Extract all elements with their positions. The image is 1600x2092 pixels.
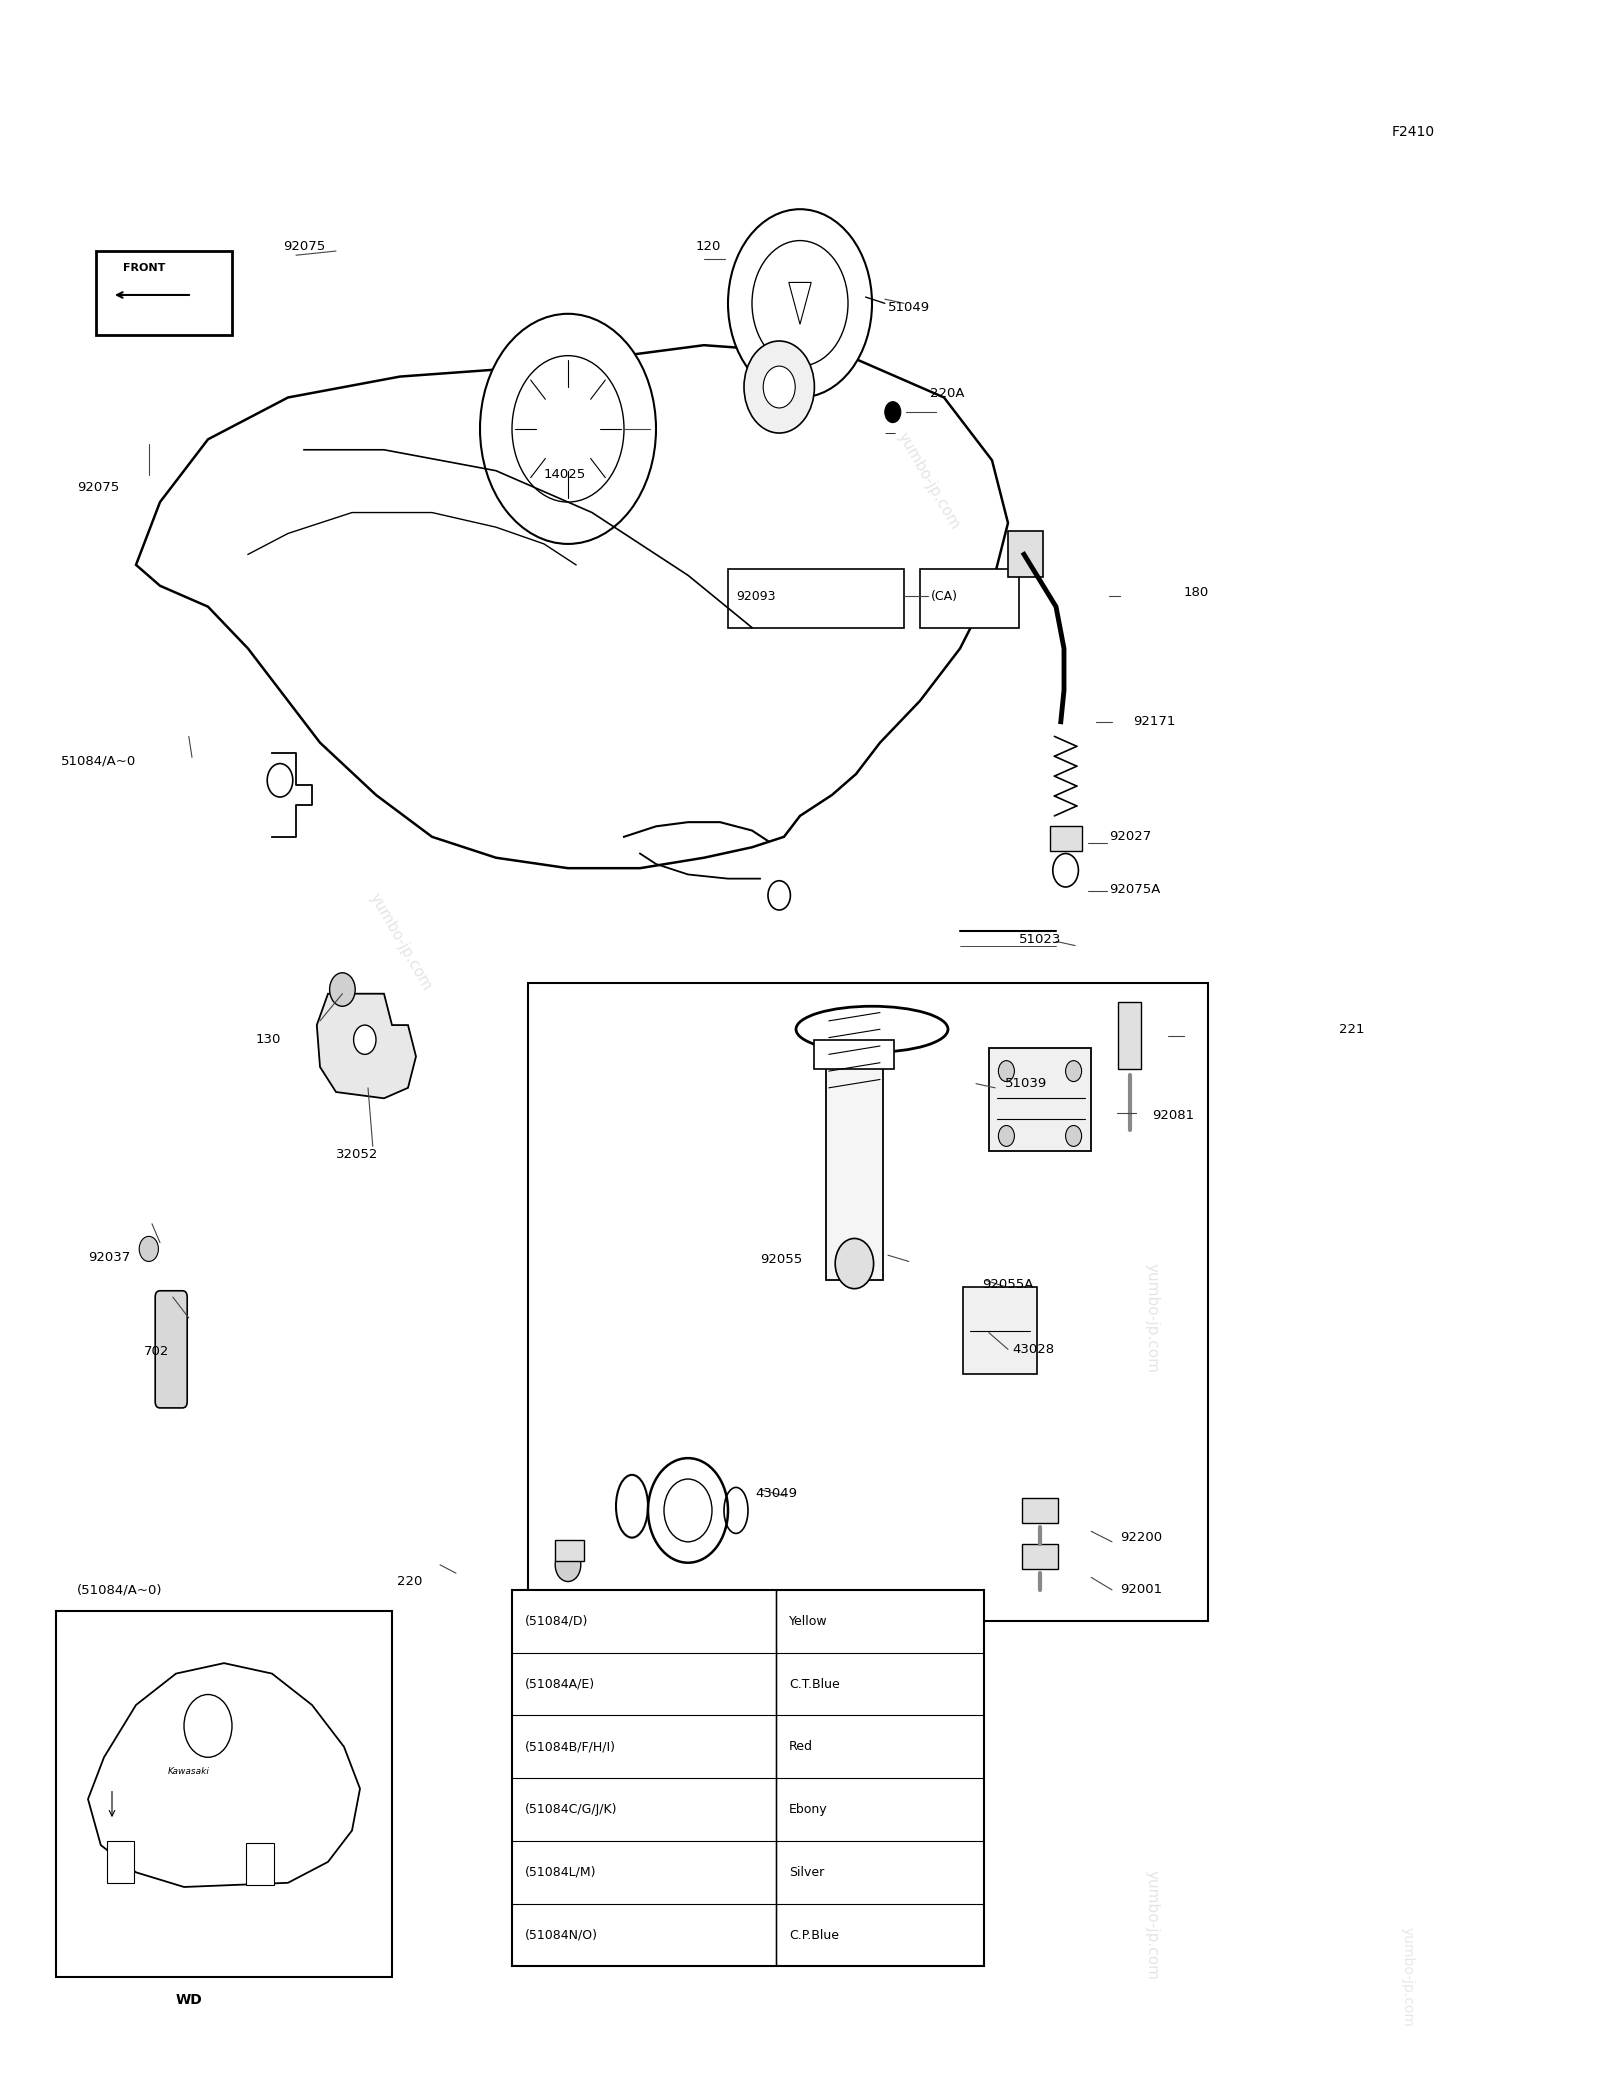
Text: 92200: 92200 <box>1120 1531 1162 1544</box>
Text: (51084B/F/H/I): (51084B/F/H/I) <box>525 1741 616 1753</box>
Text: (51084A/E): (51084A/E) <box>525 1678 595 1690</box>
FancyBboxPatch shape <box>728 569 904 628</box>
Text: 51039: 51039 <box>1005 1077 1046 1090</box>
Text: F2410: F2410 <box>1392 126 1435 138</box>
Polygon shape <box>136 345 1008 868</box>
Circle shape <box>1066 1061 1082 1082</box>
FancyBboxPatch shape <box>963 1287 1037 1374</box>
Text: (CA): (CA) <box>931 590 958 602</box>
Text: (51084C/G/J/K): (51084C/G/J/K) <box>525 1803 618 1816</box>
Text: 220: 220 <box>397 1575 422 1588</box>
Circle shape <box>1066 1125 1082 1146</box>
Text: 51084/A~0: 51084/A~0 <box>61 755 136 768</box>
FancyBboxPatch shape <box>155 1291 187 1408</box>
Text: C.T.Blue: C.T.Blue <box>789 1678 840 1690</box>
Circle shape <box>480 314 656 544</box>
FancyBboxPatch shape <box>1022 1498 1058 1523</box>
Text: Kawasaki: Kawasaki <box>168 1768 210 1776</box>
Text: 130: 130 <box>256 1033 282 1046</box>
Circle shape <box>555 1548 581 1582</box>
Text: yumbo-jp.com: yumbo-jp.com <box>1144 1870 1160 1979</box>
FancyBboxPatch shape <box>1118 1002 1141 1069</box>
Text: 221: 221 <box>1339 1023 1365 1036</box>
Text: 92171: 92171 <box>1133 715 1174 728</box>
Text: (51084L/M): (51084L/M) <box>525 1866 597 1879</box>
FancyBboxPatch shape <box>1008 531 1043 577</box>
Text: FRONT: FRONT <box>123 264 165 272</box>
Text: 92075: 92075 <box>283 241 325 253</box>
FancyBboxPatch shape <box>1022 1544 1058 1569</box>
FancyBboxPatch shape <box>528 983 1208 1621</box>
Circle shape <box>139 1236 158 1261</box>
FancyBboxPatch shape <box>989 1048 1091 1151</box>
Text: 92055: 92055 <box>760 1253 802 1266</box>
FancyBboxPatch shape <box>814 1040 894 1069</box>
Text: WD: WD <box>176 1994 202 2006</box>
Text: 180: 180 <box>1184 586 1210 598</box>
Text: yumbo-jp.com: yumbo-jp.com <box>366 889 434 994</box>
Text: 702: 702 <box>144 1345 170 1358</box>
Text: 92093: 92093 <box>736 590 776 602</box>
Circle shape <box>998 1125 1014 1146</box>
Circle shape <box>885 402 901 423</box>
Text: 51023: 51023 <box>1019 933 1061 946</box>
Text: 92027: 92027 <box>1109 831 1150 843</box>
Text: 43028: 43028 <box>1013 1343 1054 1356</box>
Circle shape <box>835 1238 874 1289</box>
Text: 92055A: 92055A <box>982 1278 1034 1291</box>
FancyBboxPatch shape <box>96 251 232 335</box>
Text: (51084/A~0): (51084/A~0) <box>77 1584 162 1596</box>
Text: C.P.Blue: C.P.Blue <box>789 1929 838 1941</box>
Text: 43049: 43049 <box>755 1487 797 1500</box>
FancyBboxPatch shape <box>1050 826 1082 851</box>
Polygon shape <box>88 1663 360 1887</box>
Text: yumbo-jp.com: yumbo-jp.com <box>1144 1264 1160 1372</box>
Text: Silver: Silver <box>789 1866 824 1879</box>
FancyBboxPatch shape <box>246 1843 274 1885</box>
Text: Red: Red <box>789 1741 813 1753</box>
FancyBboxPatch shape <box>555 1540 584 1561</box>
Text: Ebony: Ebony <box>789 1803 827 1816</box>
Text: yumbo-jp.com: yumbo-jp.com <box>894 429 962 533</box>
Text: (51084N/O): (51084N/O) <box>525 1929 598 1941</box>
Text: 51049: 51049 <box>888 301 930 314</box>
Circle shape <box>998 1061 1014 1082</box>
Text: —: — <box>885 429 896 437</box>
Text: 92037: 92037 <box>88 1251 130 1264</box>
Text: 220A: 220A <box>930 387 965 400</box>
Circle shape <box>330 973 355 1006</box>
Text: 92081: 92081 <box>1152 1109 1194 1121</box>
Text: 120: 120 <box>696 241 722 253</box>
FancyBboxPatch shape <box>107 1841 134 1883</box>
Text: 92001: 92001 <box>1120 1584 1162 1596</box>
Circle shape <box>763 366 795 408</box>
FancyBboxPatch shape <box>920 569 1019 628</box>
Text: 92075: 92075 <box>77 481 118 494</box>
Circle shape <box>744 341 814 433</box>
Circle shape <box>354 1025 376 1054</box>
Text: (51084/D): (51084/D) <box>525 1615 589 1628</box>
Text: Yellow: Yellow <box>789 1615 827 1628</box>
Text: 14025: 14025 <box>544 469 586 481</box>
Text: yumbo-jp.com: yumbo-jp.com <box>1402 1927 1414 2027</box>
FancyBboxPatch shape <box>56 1611 392 1977</box>
FancyBboxPatch shape <box>826 1052 883 1280</box>
Text: 92075A: 92075A <box>1109 883 1160 895</box>
Polygon shape <box>317 994 416 1098</box>
FancyBboxPatch shape <box>512 1590 984 1966</box>
Text: 32052: 32052 <box>336 1149 378 1161</box>
Circle shape <box>728 209 872 397</box>
